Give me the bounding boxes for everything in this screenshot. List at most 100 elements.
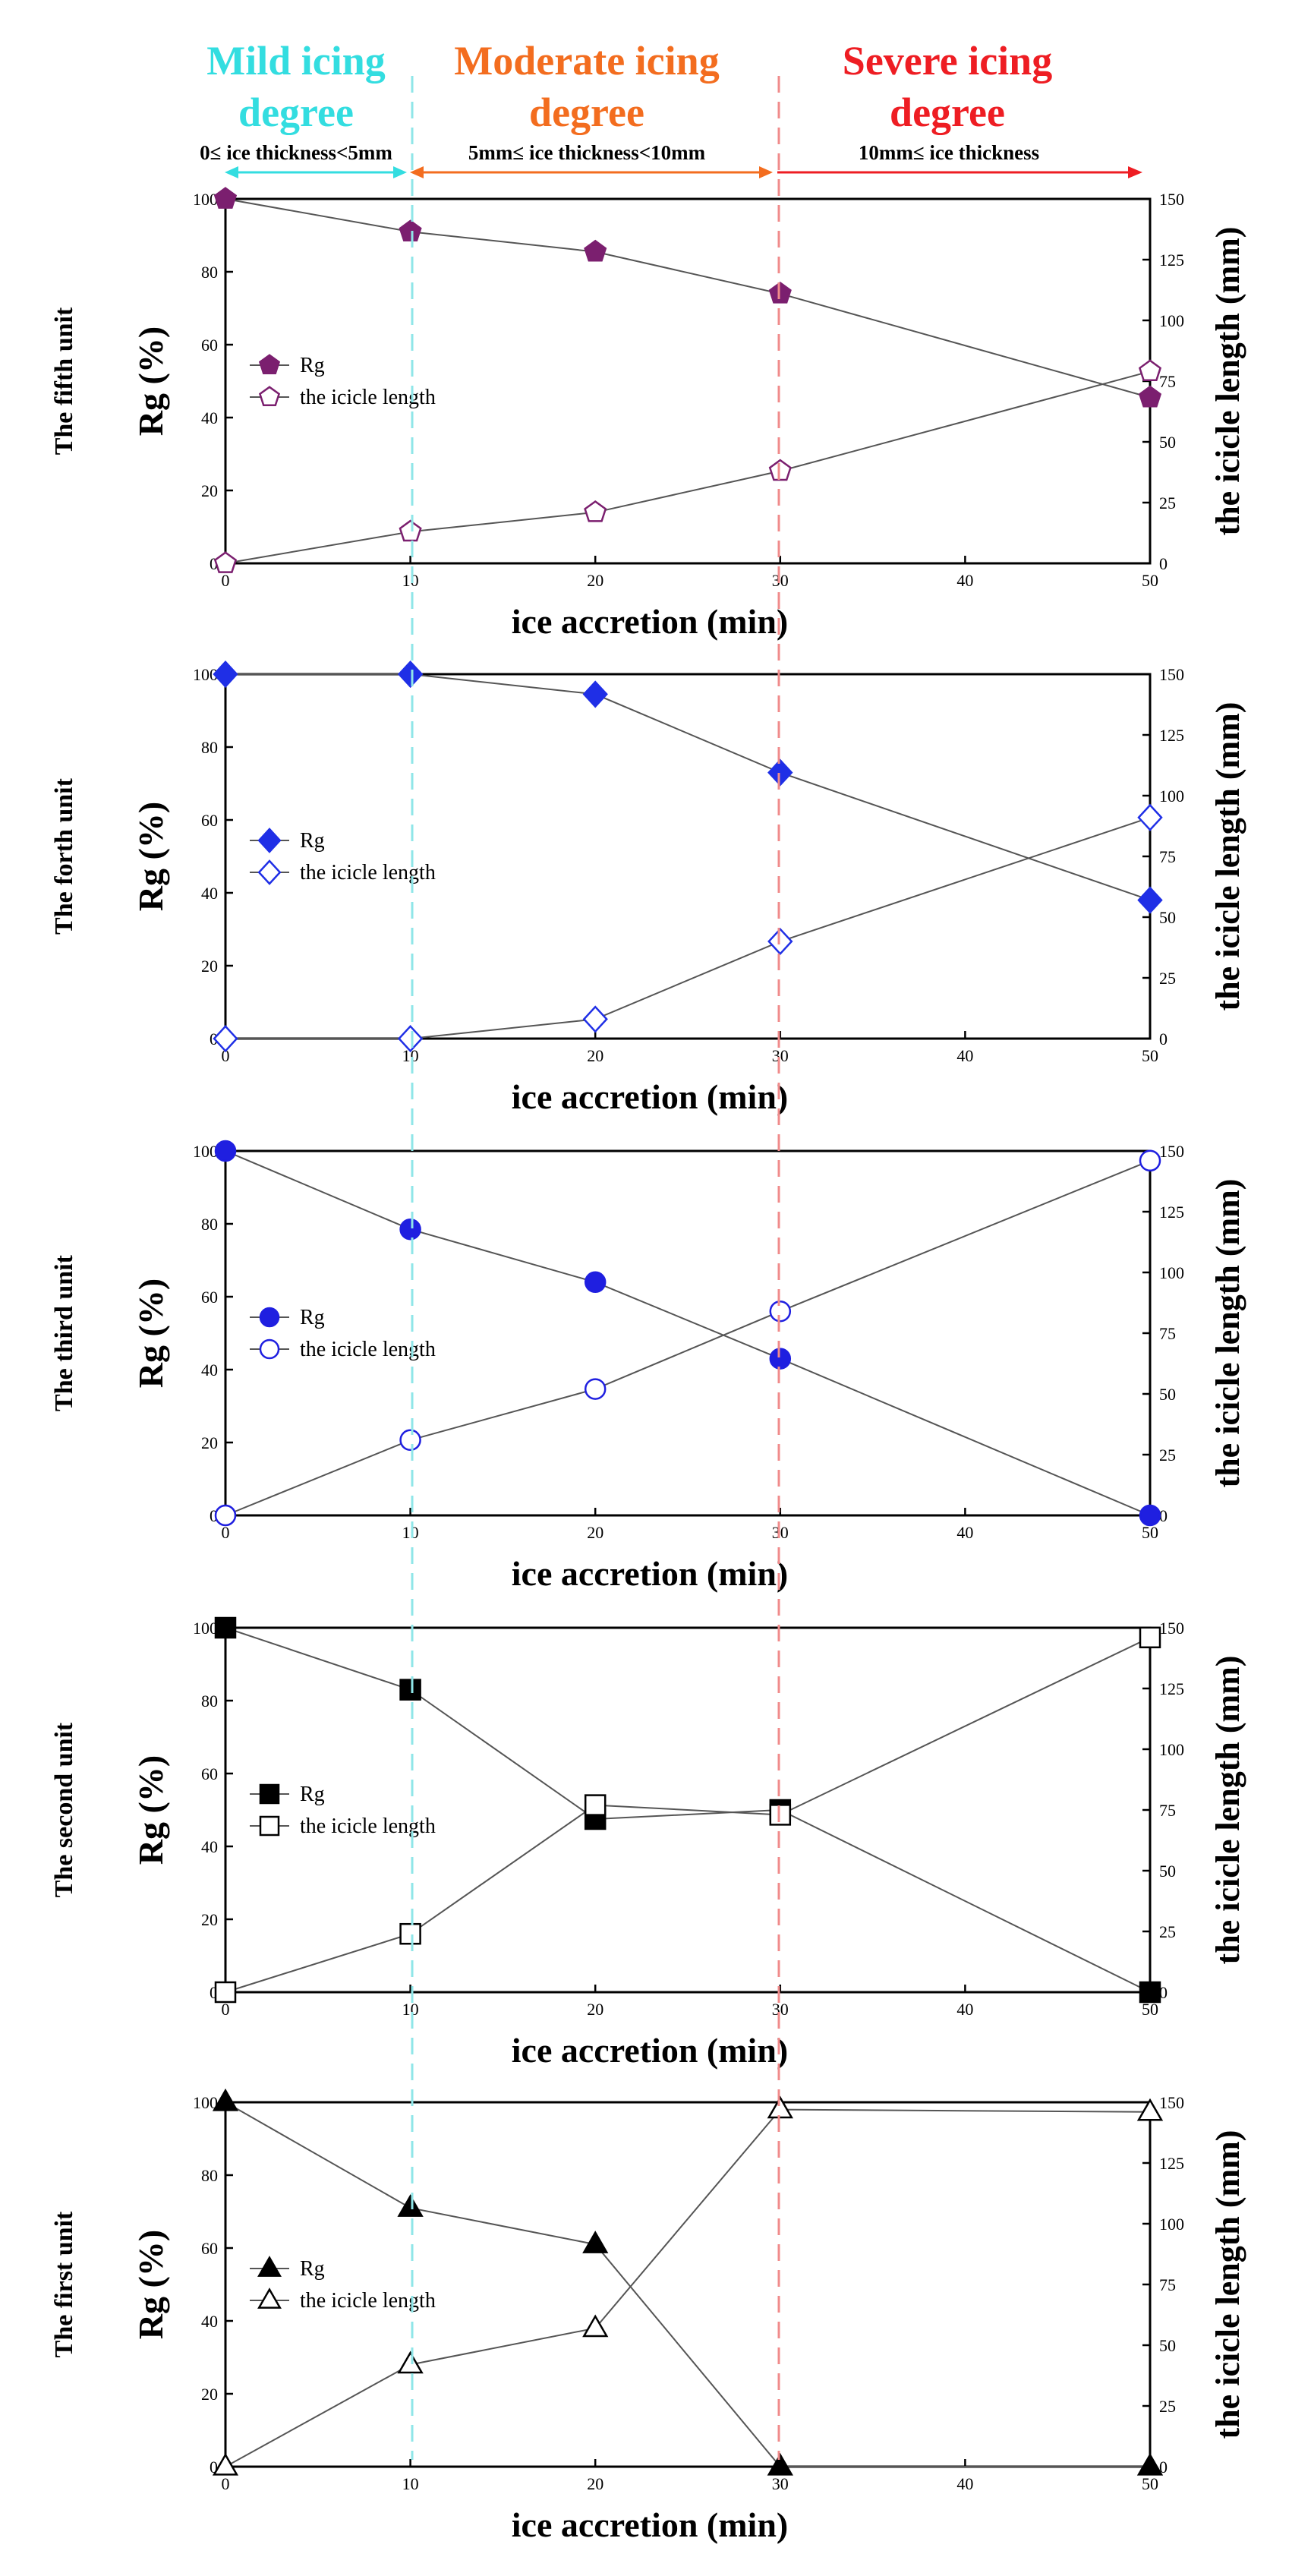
rg-point — [769, 1348, 792, 1370]
rg-point — [582, 680, 608, 708]
x-tick-label: 50 — [1142, 2000, 1158, 2019]
series-line-rg — [225, 198, 1151, 399]
legend-label: the icicle length — [300, 1338, 436, 1361]
chart-panel-5: 0 10 20 30 40 500204060801000255075100125150i… — [50, 2088, 1246, 2544]
y2-tick-label: 75 — [1159, 1324, 1176, 1343]
rg-point — [582, 2231, 609, 2253]
icicle-length-point — [1137, 803, 1163, 831]
x-tick-label: 10 — [402, 2000, 419, 2019]
unit-label: The second unit — [50, 1722, 78, 1897]
rg-point — [1136, 2452, 1164, 2476]
y-tick-label: 0 — [210, 1983, 218, 2002]
icicle-length-point — [584, 1794, 607, 1816]
rg-point — [767, 758, 793, 787]
rg-point — [767, 2452, 793, 2476]
y2-tick-label: 0 — [1159, 1506, 1168, 1525]
x-tick-label: 40 — [956, 2474, 973, 2493]
icicle-length-point — [1138, 359, 1162, 382]
y-tick-label: 80 — [201, 263, 218, 282]
legend-marker — [257, 2288, 282, 2309]
legend-label: the icicle length — [300, 2289, 436, 2313]
x-tick-label: 40 — [956, 2000, 973, 2019]
y2-tick-label: 75 — [1159, 2275, 1176, 2294]
y2-tick-label: 50 — [1159, 1862, 1176, 1881]
icicle-length-point — [397, 1024, 424, 1053]
severe-range-label: 10mm≤ ice thickness — [859, 141, 1039, 164]
mild-title-line2: degree — [238, 90, 354, 135]
y2-tick-label: 0 — [1159, 1029, 1168, 1048]
mild-title-line1: Mild icing — [206, 38, 386, 84]
y2-tick-label: 125 — [1159, 726, 1184, 745]
x-tick-label: 0 — [222, 571, 230, 590]
y2-tick-label: 100 — [1159, 1263, 1184, 1282]
y-tick-label: 60 — [201, 2239, 218, 2258]
x-tick-label: 10 — [402, 1046, 419, 1065]
series-line-icicle-length — [225, 2108, 1151, 2467]
legend-marker — [257, 2256, 282, 2277]
series-line-rg — [225, 2101, 1150, 2467]
y-tick-label: 20 — [201, 1433, 218, 1452]
y-tick-label: 100 — [193, 1619, 218, 1638]
moderate-title-line1: Moderate icing — [454, 38, 719, 84]
y2-tick-label: 25 — [1159, 2397, 1176, 2416]
icicle-length-point — [214, 1504, 237, 1527]
legend-marker — [258, 354, 281, 374]
mild-range-label: 0≤ ice thickness<5mm — [200, 141, 392, 164]
x-tick-label: 30 — [772, 1046, 789, 1065]
mild-range-arrow — [225, 166, 407, 178]
x-tick-label: 50 — [1142, 571, 1158, 590]
rg-point — [584, 239, 607, 262]
plot-frame — [224, 2101, 1152, 2468]
icicle-length-point — [767, 2095, 793, 2119]
rg-point — [1139, 1981, 1161, 2004]
rg-point — [1139, 1504, 1161, 1527]
rg-point — [1137, 886, 1163, 914]
x-tick-label: 10 — [402, 1523, 419, 1542]
icicle-length-point — [769, 1804, 792, 1826]
x-tick-label: 30 — [772, 1523, 789, 1542]
legend-label: the icicle length — [300, 1815, 436, 1838]
x-tick-label: 40 — [956, 1523, 973, 1542]
y2-tick-label: 150 — [1159, 1142, 1184, 1161]
x-tick-label: 30 — [772, 2000, 789, 2019]
unit-label: The fifth unit — [50, 307, 78, 455]
y2-tick-label: 125 — [1159, 251, 1184, 270]
y-tick-label: 80 — [201, 1692, 218, 1711]
plot-frame — [224, 673, 1152, 1040]
y-axis-title: Rg (%) — [131, 326, 170, 436]
legend-label: Rg — [300, 829, 325, 853]
legend-label: the icicle length — [300, 386, 436, 409]
x-tick-label: 50 — [1142, 2474, 1158, 2493]
severe-range-arrow — [777, 166, 1142, 178]
x-tick-label: 0 — [222, 2000, 230, 2019]
y2-tick-label: 150 — [1159, 2093, 1184, 2112]
y-tick-label: 0 — [210, 1506, 218, 1525]
icicle-length-point — [584, 500, 607, 522]
y-axis-title: Rg (%) — [131, 1755, 170, 1865]
severe-title-line1: Severe icing — [843, 38, 1052, 84]
y-tick-label: 60 — [201, 1288, 218, 1307]
icicle-length-point — [214, 1981, 237, 2004]
y2-tick-label: 150 — [1159, 190, 1184, 209]
icicle-length-point — [768, 459, 792, 481]
icing-degree-header: Mild icing degree Moderate icing degree … — [200, 38, 1142, 178]
y-tick-label: 20 — [201, 1910, 218, 1929]
y2-tick-label: 100 — [1159, 787, 1184, 806]
rg-point — [399, 1218, 421, 1241]
rg-point — [1138, 385, 1162, 408]
severe-title-line2: degree — [890, 90, 1005, 135]
legend-marker — [259, 1338, 280, 1360]
icicle-length-point — [397, 2351, 424, 2374]
unit-label: The first unit — [50, 2211, 78, 2357]
y-tick-label: 40 — [201, 408, 218, 427]
series-line-icicle-length — [225, 816, 1151, 1039]
y2-tick-label: 0 — [1159, 2458, 1168, 2477]
y2-tick-label: 75 — [1159, 847, 1176, 866]
y2-tick-label: 0 — [1159, 1983, 1168, 2002]
chart-panel-2: 010203040500204060801000255075100125150i… — [50, 660, 1246, 1116]
plot-frame — [224, 197, 1152, 565]
legend-marker — [259, 1783, 280, 1805]
y-tick-label: 80 — [201, 2166, 218, 2185]
x-axis-title: ice accretion (min) — [512, 1077, 788, 1116]
